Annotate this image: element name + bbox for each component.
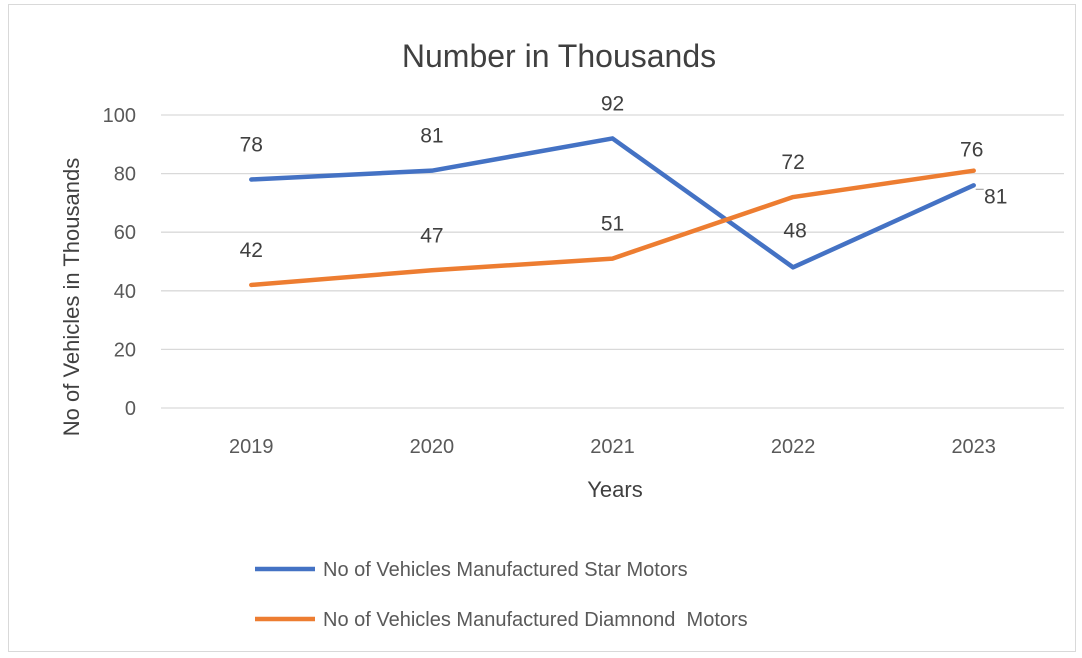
- x-tick-labels: 2019 2020 2021 2022 2023: [229, 436, 996, 458]
- y-tick-labels: 0 20 40 60 80 100: [103, 105, 136, 420]
- data-label: 51: [601, 213, 624, 236]
- data-labels: 78 81 92 48 81 42 47 51 72 76: [240, 92, 1008, 262]
- legend-label: No of Vehicles Manufactured Star Motors: [323, 559, 688, 581]
- series-line: [249, 136, 976, 270]
- data-label: 72: [781, 151, 804, 174]
- gridlines: [161, 114, 1064, 409]
- x-tick-label: 2022: [771, 436, 816, 458]
- y-tick-label: 60: [114, 222, 136, 244]
- data-label: 76: [960, 139, 983, 162]
- data-label: 48: [783, 219, 806, 242]
- series-line: [249, 168, 976, 288]
- y-tick-label: 40: [114, 281, 136, 303]
- y-tick-label: 20: [114, 339, 136, 361]
- y-tick-label: 0: [125, 398, 136, 420]
- y-tick-label: 100: [103, 105, 136, 127]
- legend-label: No of Vehicles Manufactured Diamnond Mot…: [323, 609, 748, 631]
- x-tick-label: 2019: [229, 436, 274, 458]
- data-label: 78: [240, 133, 263, 156]
- line-chart: Number in Thousands No of Vehicles in Th…: [59, 38, 1064, 631]
- chart-frame: Number in Thousands No of Vehicles in Th…: [8, 4, 1076, 652]
- x-tick-label: 2020: [410, 436, 455, 458]
- y-axis-label: No of Vehicles in Thousands: [59, 158, 84, 436]
- x-tick-label: 2023: [951, 436, 996, 458]
- data-label: 42: [240, 239, 263, 262]
- legend: No of Vehicles Manufactured Star Motors N…: [255, 559, 748, 631]
- x-tick-label: 2021: [590, 436, 635, 458]
- y-tick-label: 80: [114, 164, 136, 186]
- data-label: 47: [420, 224, 443, 247]
- x-axis-label: Years: [587, 477, 642, 502]
- series-lines: [249, 136, 976, 288]
- data-label: 92: [601, 92, 624, 115]
- data-label: 81: [420, 125, 443, 148]
- data-label: 81: [984, 185, 1007, 208]
- chart-title: Number in Thousands: [402, 38, 716, 74]
